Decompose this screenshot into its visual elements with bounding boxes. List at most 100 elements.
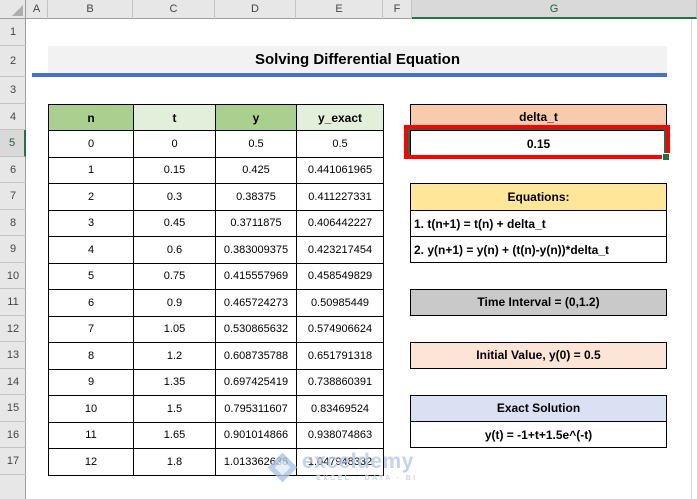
cell[interactable]: 5 — [48, 262, 134, 290]
cell[interactable]: 8 — [48, 342, 134, 370]
cell[interactable]: 0.406442227 — [296, 209, 384, 237]
row-header-6[interactable]: 6 — [0, 157, 26, 183]
column-header-E[interactable]: E — [296, 0, 383, 19]
grid-line — [691, 19, 692, 499]
cell[interactable]: 3 — [48, 209, 134, 237]
cell[interactable]: 1.8 — [133, 448, 216, 476]
sheet-title-cell[interactable]: Solving Differential Equation — [48, 46, 667, 73]
cell[interactable]: 0.415557969 — [215, 262, 297, 290]
cell[interactable]: 0.5 — [215, 130, 297, 158]
row-header-1[interactable]: 1 — [0, 19, 26, 46]
cell[interactable]: 0.411227331 — [296, 183, 384, 211]
row-header-10[interactable]: 10 — [0, 263, 26, 289]
delta-t-value-cell[interactable]: 0.15 — [411, 130, 666, 156]
row-header-14[interactable]: 14 — [0, 369, 26, 395]
cell[interactable]: 1.2 — [133, 342, 216, 370]
table-row: 1 0.15 0.425 0.441061965 — [48, 156, 384, 184]
cell[interactable]: 0.738860391 — [296, 368, 384, 396]
table-row: 4 0.6 0.383009375 0.423217454 — [48, 236, 384, 264]
table-header-row: n t y y_exact — [48, 104, 384, 131]
row-header-17[interactable]: 17 — [0, 448, 26, 475]
row-header-11[interactable]: 11 — [0, 289, 26, 316]
table-header-n[interactable]: n — [48, 104, 134, 131]
fill-handle[interactable] — [662, 153, 670, 161]
cell[interactable]: 2 — [48, 183, 134, 211]
select-all-corner[interactable] — [0, 0, 26, 19]
cell[interactable]: 0.15 — [133, 156, 216, 184]
initial-value-cell[interactable]: Initial Value, y(0) = 0.5 — [411, 343, 666, 368]
cell[interactable]: 0.425 — [215, 156, 297, 184]
cell[interactable]: 1.5 — [133, 395, 216, 423]
column-header-B[interactable]: B — [48, 0, 133, 19]
cell[interactable]: 1.65 — [133, 421, 216, 449]
cell[interactable]: 0.901014866 — [215, 421, 297, 449]
row-header-4[interactable]: 4 — [0, 104, 26, 130]
column-header-D[interactable]: D — [215, 0, 296, 19]
cell[interactable]: 0.5 — [296, 130, 384, 158]
table-row: 8 1.2 0.608735788 0.651791318 — [48, 342, 384, 370]
cell[interactable]: 0.608735788 — [215, 342, 297, 370]
table-row: 3 0.45 0.3711875 0.406442227 — [48, 209, 384, 237]
cell[interactable]: 0.383009375 — [215, 236, 297, 264]
equation-2-cell[interactable]: 2. y(n+1) = y(n) + (t(n)-y(n))*delta_t — [411, 236, 666, 262]
cell[interactable]: 0.423217454 — [296, 236, 384, 264]
exact-solution-header-cell[interactable]: Exact Solution — [411, 396, 666, 421]
row-header-12[interactable]: 12 — [0, 316, 26, 342]
column-header-G[interactable]: G — [412, 0, 697, 19]
cell[interactable]: 12 — [48, 448, 134, 476]
cell[interactable]: 7 — [48, 315, 134, 343]
cell[interactable]: 10 — [48, 395, 134, 423]
cell[interactable]: 1.35 — [133, 368, 216, 396]
cell[interactable]: 6 — [48, 289, 134, 317]
table-header-y_exact[interactable]: y_exact — [296, 104, 384, 131]
cell[interactable]: 0 — [48, 130, 134, 158]
cell[interactable]: 9 — [48, 368, 134, 396]
cell[interactable]: 0.697425419 — [215, 368, 297, 396]
cell[interactable]: 0.50985449 — [296, 289, 384, 317]
table-row: 2 0.3 0.38375 0.411227331 — [48, 183, 384, 211]
cell[interactable]: 1.013362636 — [215, 448, 297, 476]
select-all-triangle-icon — [12, 5, 23, 16]
equations-header-cell[interactable]: Equations: — [411, 184, 666, 210]
cell[interactable]: 0.465724273 — [215, 289, 297, 317]
row-header-7[interactable]: 7 — [0, 183, 26, 210]
cell[interactable]: 0.795311607 — [215, 395, 297, 423]
column-header-F[interactable]: F — [383, 0, 412, 19]
cell[interactable]: 0.574906624 — [296, 315, 384, 343]
table-header-t[interactable]: t — [133, 104, 216, 131]
cell[interactable]: 1.047948332 — [296, 448, 384, 476]
cell[interactable]: 0.83469524 — [296, 395, 384, 423]
cell[interactable]: 0.458549829 — [296, 262, 384, 290]
cell[interactable]: 11 — [48, 421, 134, 449]
time-interval-cell[interactable]: Time Interval = (0,1.2) — [411, 290, 666, 315]
row-header-8[interactable]: 8 — [0, 210, 26, 236]
column-header-C[interactable]: C — [133, 0, 215, 19]
cell[interactable]: 0.530865632 — [215, 315, 297, 343]
row-header-15[interactable]: 15 — [0, 395, 26, 422]
row-header-16[interactable]: 16 — [0, 422, 26, 448]
equation-1-cell[interactable]: 1. t(n+1) = t(n) + delta_t — [411, 210, 666, 236]
cell[interactable]: 1 — [48, 156, 134, 184]
exact-solution-formula-cell[interactable]: y(t) = -1+t+1.5e^(-t) — [411, 421, 666, 447]
cell[interactable]: 1.05 — [133, 315, 216, 343]
title-underline — [32, 73, 667, 77]
cell[interactable]: 0.938074863 — [296, 421, 384, 449]
row-header-9[interactable]: 9 — [0, 236, 26, 263]
cell[interactable]: 0.651791318 — [296, 342, 384, 370]
cell[interactable]: 0.6 — [133, 236, 216, 264]
cell[interactable]: 4 — [48, 236, 134, 264]
cell[interactable]: 0.3 — [133, 183, 216, 211]
row-header-13[interactable]: 13 — [0, 342, 26, 369]
cell[interactable]: 0.3711875 — [215, 209, 297, 237]
row-header-3[interactable]: 3 — [0, 77, 26, 104]
row-header-2[interactable]: 2 — [0, 46, 26, 77]
cell[interactable]: 0 — [133, 130, 216, 158]
cell[interactable]: 0.75 — [133, 262, 216, 290]
column-header-A[interactable]: A — [26, 0, 48, 19]
cell[interactable]: 0.45 — [133, 209, 216, 237]
cell[interactable]: 0.38375 — [215, 183, 297, 211]
cell[interactable]: 0.9 — [133, 289, 216, 317]
table-header-y[interactable]: y — [215, 104, 297, 131]
cell[interactable]: 0.441061965 — [296, 156, 384, 184]
row-header-5[interactable]: 5 — [0, 130, 26, 157]
